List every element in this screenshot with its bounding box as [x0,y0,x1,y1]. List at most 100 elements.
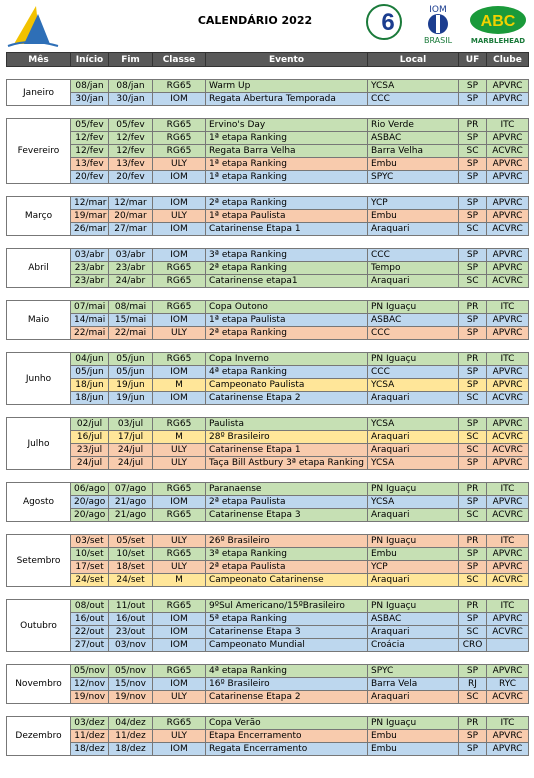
evento-cell: 1ª etapa Ranking [205,170,368,184]
classe-cell: RG65 [152,300,206,314]
clube-cell: APVRC [486,729,529,743]
fim-cell: 05/fev [108,118,153,132]
uf-cell: SP [458,313,487,327]
inicio-cell: 16/jul [70,430,109,444]
clube-cell: APVRC [486,742,529,756]
month-group: Março 12/mar 12/mar IOM 2ª etapa Ranking YCP S… [6,196,529,236]
fim-cell: 12/mar [108,196,153,210]
inicio-cell: 12/fev [70,131,109,145]
classe-cell: ULY [152,326,206,340]
inicio-cell: 12/mar [70,196,109,210]
local-cell: YCP [367,560,459,574]
classe-cell: ULY [152,560,206,574]
column-header: Início [70,52,109,67]
fim-cell: 12/fev [108,131,153,145]
logo-text: BRASIL [424,36,453,45]
uf-cell: CRO [458,638,487,652]
uf-cell: PR [458,534,487,548]
svg-text:6: 6 [381,9,394,36]
classe-cell: RG65 [152,664,206,678]
classe-cell: RG65 [152,417,206,431]
classe-cell: IOM [152,365,206,379]
fim-cell: 23/out [108,625,153,639]
uf-cell: SP [458,664,487,678]
fim-cell: 24/jul [108,443,153,457]
evento-cell: 1ª etapa Ranking [205,131,368,145]
inicio-cell: 20/ago [70,495,109,509]
classe-cell: RG65 [152,599,206,613]
calendar: Mês Início Fim Classe Evento Local UF Clube Jane… [6,52,529,756]
rg65-logo: 6 [366,4,402,40]
local-cell: Araquari [367,430,459,444]
local-cell: Araquari [367,625,459,639]
clube-cell: APVRC [486,157,529,171]
event-row: 10/set 10/set RG65 3ª etapa Ranking Embu SP AP… [7,547,529,561]
fim-cell: 22/mai [108,326,153,340]
uf-cell: SC [458,508,487,522]
uf-cell: PR [458,352,487,366]
local-cell: Embu [367,742,459,756]
uf-cell: SC [458,625,487,639]
clube-cell: ITC [486,716,529,730]
evento-cell: 9ºSul Americano/15ºBrasileiro [205,599,368,613]
month-name: Fevereiro [6,118,71,184]
classe-cell: RG65 [152,482,206,496]
abc-logo: ABC MARBLEHEAD [470,6,526,45]
uf-cell: SP [458,248,487,262]
classe-cell: IOM [152,196,206,210]
evento-cell: Catarinense Etapa 3 [205,625,368,639]
fim-cell: 21/ago [108,508,153,522]
evento-cell: 4ª etapa Ranking [205,365,368,379]
event-row: 12/nov 15/nov IOM 16º Brasileiro Barra Vela R… [7,677,529,691]
event-row: Abril 03/abr 03/abr IOM 3ª etapa Ranking CCC S… [6,248,529,288]
month-group: Setembro 03/set 05/set ULY 26º Brasileiro PN … [6,534,529,587]
local-cell: CCC [367,365,459,379]
month-name: Março [6,196,71,236]
local-cell: Croácia [367,638,459,652]
fim-cell: 18/set [108,560,153,574]
inicio-cell: 23/jul [70,443,109,457]
inicio-cell: 22/mai [70,326,109,340]
evento-cell: Catarinense Etapa 1 [205,222,368,236]
local-cell: YCSA [367,79,459,93]
clube-cell: ACVRC [486,508,529,522]
classe-cell: ULY [152,690,206,704]
fim-cell: 07/ago [108,482,153,496]
uf-cell: SP [458,261,487,275]
classe-cell: ULY [152,209,206,223]
uf-cell: SC [458,274,487,288]
event-row: Dezembro 03/dez 04/dez RG65 Copa Verão PN Igu… [6,716,529,756]
event-row: 23/jul 24/jul ULY Catarinense Etapa 1 Araqua… [7,443,529,457]
classe-cell: M [152,378,206,392]
uf-cell: PR [458,716,487,730]
inicio-cell: 18/jun [70,378,109,392]
evento-cell: Campeonato Catarinense [205,573,368,587]
column-header: UF [458,52,487,67]
fim-cell: 19/nov [108,690,153,704]
uf-cell: SC [458,690,487,704]
evento-cell: Etapa Encerramento [205,729,368,743]
uf-cell: SP [458,365,487,379]
event-row: 19/nov 19/nov ULY Catarinense Etapa 2 Araqua… [7,690,529,704]
uf-cell: SC [458,222,487,236]
inicio-cell: 05/nov [70,664,109,678]
fim-cell: 24/set [108,573,153,587]
classe-cell: RG65 [152,144,206,158]
uf-cell: SP [458,79,487,93]
local-cell: YCSA [367,417,459,431]
clube-cell: ITC [486,118,529,132]
inicio-cell: 13/fev [70,157,109,171]
month-group: Novembro 05/nov 05/nov RG65 4ª etapa Ranking… [6,664,529,704]
evento-cell: 2ª etapa Ranking [205,326,368,340]
inicio-cell: 03/set [70,534,109,548]
local-cell: YCSA [367,495,459,509]
uf-cell: SP [458,456,487,470]
clube-cell: APVRC [486,170,529,184]
classe-cell: IOM [152,625,206,639]
fim-cell: 17/jul [108,430,153,444]
event-row: 30/jan 30/jan IOM Regata Abertura Temporada… [7,92,529,106]
event-row: Outubro 08/out 11/out RG65 9ºSul Americano/1… [6,599,529,652]
header-table: Mês Início Fim Classe Evento Local UF Clube [6,52,529,67]
local-cell: Araquari [367,222,459,236]
evento-cell: 1ª etapa Paulista [205,209,368,223]
